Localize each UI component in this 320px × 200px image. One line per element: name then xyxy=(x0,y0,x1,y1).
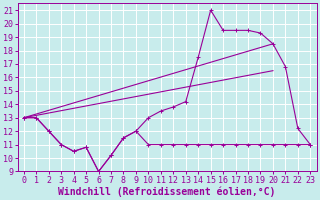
X-axis label: Windchill (Refroidissement éolien,°C): Windchill (Refroidissement éolien,°C) xyxy=(58,186,276,197)
